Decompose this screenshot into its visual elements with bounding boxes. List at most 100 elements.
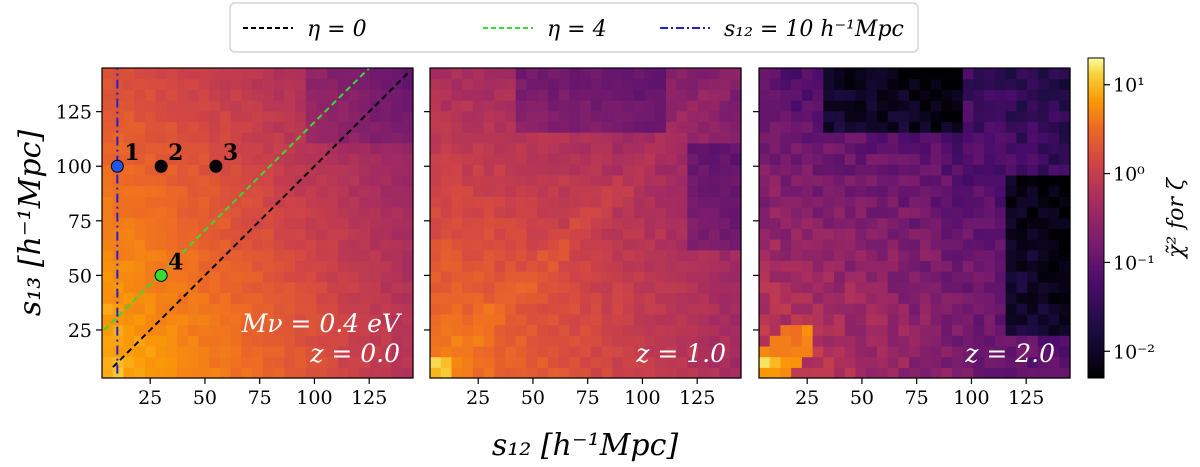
heatmap-cell — [273, 164, 285, 176]
heatmap-cell — [812, 78, 824, 90]
heatmap-cell — [665, 185, 678, 197]
heatmap-cell — [494, 239, 506, 251]
heatmap-cell — [687, 292, 699, 304]
heatmap-cell — [730, 281, 742, 294]
heatmap-cell — [177, 100, 189, 112]
heatmap-cell — [144, 260, 157, 272]
heatmap-cell — [812, 303, 824, 315]
heatmap-cell — [823, 164, 835, 176]
heatmap-cell — [812, 89, 824, 101]
heatmap-cell — [984, 196, 996, 208]
heatmap-cell — [730, 271, 742, 283]
panel-z1: z = 1.0 25 50 75 100 125 — [424, 67, 742, 409]
heatmap-cell — [295, 164, 307, 176]
heatmap-cell — [462, 367, 474, 379]
heatmap-cell — [483, 367, 495, 379]
x-tick-label: 50 — [850, 387, 874, 409]
heatmap-cell — [887, 153, 900, 165]
heatmap-cell — [284, 110, 296, 123]
heatmap-cell — [834, 239, 846, 251]
heatmap-cell — [462, 100, 474, 112]
heatmap-cell — [676, 335, 688, 347]
heatmap-cell — [844, 132, 857, 144]
heatmap-cell — [687, 345, 699, 358]
heatmap-cell — [801, 292, 814, 304]
heatmap-cell — [430, 345, 442, 358]
heatmap-cell — [359, 335, 371, 347]
heatmap-cell — [177, 185, 189, 197]
heatmap-cell — [780, 345, 792, 358]
heatmap-cell — [526, 217, 538, 229]
heatmap-cell — [430, 174, 442, 187]
heatmap-cell — [676, 271, 688, 283]
heatmap-cell — [1027, 142, 1039, 155]
heatmap-cell — [391, 292, 403, 304]
heatmap-cell — [440, 228, 453, 240]
heatmap-cell — [144, 78, 157, 90]
heatmap-cell — [569, 367, 581, 379]
heatmap-cell — [687, 132, 699, 144]
heatmap-cell — [791, 185, 803, 197]
heatmap-cell — [769, 174, 782, 187]
heatmap-cell — [252, 142, 264, 155]
heatmap-cell — [919, 356, 932, 368]
heatmap-cell — [155, 239, 167, 251]
heatmap-cell — [123, 356, 135, 368]
heatmap-cell — [359, 324, 371, 336]
y-tick-label: 50 — [68, 265, 92, 287]
heatmap-cell — [569, 100, 581, 112]
heatmap-cell — [876, 356, 889, 368]
heatmap-cell — [462, 196, 474, 208]
heatmap-cell — [526, 367, 538, 379]
legend-label-s12: s₁₂ = 10 h⁻¹Mpc — [724, 17, 904, 42]
heatmap-cell — [144, 121, 157, 133]
heatmap-cell — [812, 164, 824, 176]
heatmap-cell — [112, 217, 125, 229]
heatmap-cell — [1059, 367, 1071, 379]
heatmap-cell — [730, 217, 742, 229]
heatmap-cell — [909, 121, 921, 133]
heatmap-cell — [102, 185, 114, 197]
heatmap-cell — [327, 303, 339, 315]
heatmap-cell — [144, 249, 157, 262]
heatmap-cell — [494, 196, 506, 208]
heatmap-cell — [515, 335, 528, 347]
heatmap-cell — [295, 281, 307, 294]
heatmap-cell — [402, 206, 414, 219]
heatmap-cell — [719, 196, 731, 208]
heatmap-cell — [273, 142, 285, 155]
heatmap-cell — [698, 271, 710, 283]
heatmap-cell — [791, 345, 803, 358]
heatmap-cell — [155, 89, 167, 101]
heatmap-cell — [623, 110, 635, 123]
heatmap-cell — [962, 367, 975, 379]
heatmap-cell — [273, 345, 285, 358]
heatmap-cell — [719, 335, 731, 347]
heatmap-cell — [962, 196, 975, 208]
heatmap-cell — [359, 228, 371, 240]
heatmap-cell — [1059, 303, 1071, 315]
heatmap-cell — [769, 313, 782, 326]
heatmap-cell — [359, 121, 371, 133]
heatmap-cell — [547, 164, 560, 176]
heatmap-cell — [547, 121, 560, 133]
colorbar-tick-label: 10⁻² — [1113, 341, 1155, 363]
heatmap-cell — [284, 281, 296, 294]
heatmap-cell — [898, 239, 910, 251]
heatmap-cell — [601, 271, 613, 283]
heatmap-cell — [1048, 303, 1060, 315]
heatmap-cell — [252, 185, 264, 197]
heatmap-cell — [209, 206, 221, 219]
heatmap-cell — [327, 185, 339, 197]
heatmap-cell — [494, 100, 506, 112]
heatmap-cell — [687, 324, 699, 336]
heatmap-cell — [112, 335, 125, 347]
heatmap-cell — [952, 345, 964, 358]
heatmap-cell — [252, 292, 264, 304]
heatmap-cell — [1016, 303, 1028, 315]
heatmap-cell — [241, 303, 253, 315]
heatmap-cell — [791, 78, 803, 90]
heatmap-cell — [380, 206, 393, 219]
heatmap-cell — [440, 206, 453, 219]
heatmap-cell — [898, 249, 910, 262]
